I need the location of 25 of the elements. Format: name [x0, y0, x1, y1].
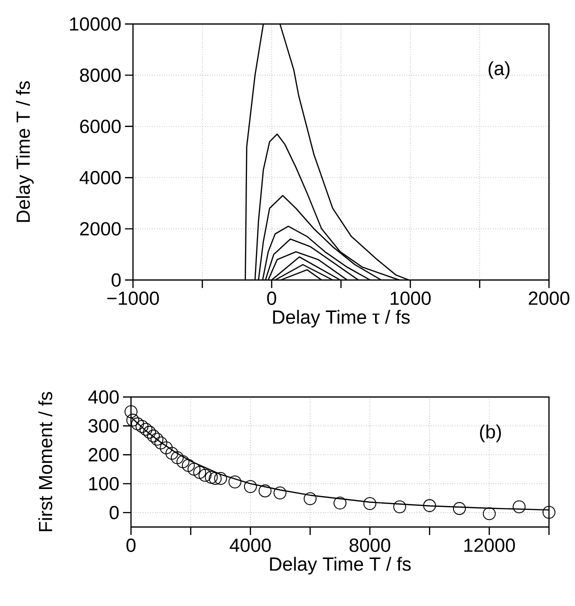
y-tick-label: 10000 — [70, 17, 121, 31]
x-axis-title: Delay Time T / fs — [270, 556, 411, 575]
y-tick-label: 6000 — [80, 120, 121, 134]
x-tick-label: 8000 — [350, 538, 390, 552]
x-tick-label: 0 — [267, 292, 276, 305]
y-tick-label: 400 — [88, 390, 119, 404]
y-tick-label: 0 — [112, 273, 121, 287]
annotation: (b) — [480, 424, 501, 442]
x-tick-label: −1000 — [107, 292, 159, 305]
y-tick-label: 200 — [88, 448, 119, 462]
x-tick-label: 2000 — [528, 292, 570, 305]
x-tick-label: 0 — [126, 538, 136, 552]
x-tick-label: 12000 — [464, 538, 515, 552]
x-tick-label: 4000 — [230, 538, 271, 552]
y-tick-label: 0 — [110, 506, 119, 520]
y-axis-title: Delay Time T / fs — [16, 81, 34, 222]
y-tick-label: 300 — [88, 419, 119, 433]
annotation: (a) — [488, 61, 510, 79]
y-axis-title: First Moment / fs — [38, 392, 52, 532]
y-tick-label: 2000 — [80, 222, 121, 236]
x-axis-title: Delay Time τ / fs — [273, 310, 410, 328]
y-tick-label: 4000 — [80, 170, 121, 184]
y-tick-label: 8000 — [80, 68, 121, 82]
y-tick-label: 100 — [89, 476, 119, 490]
x-tick-label: 1000 — [390, 292, 431, 305]
